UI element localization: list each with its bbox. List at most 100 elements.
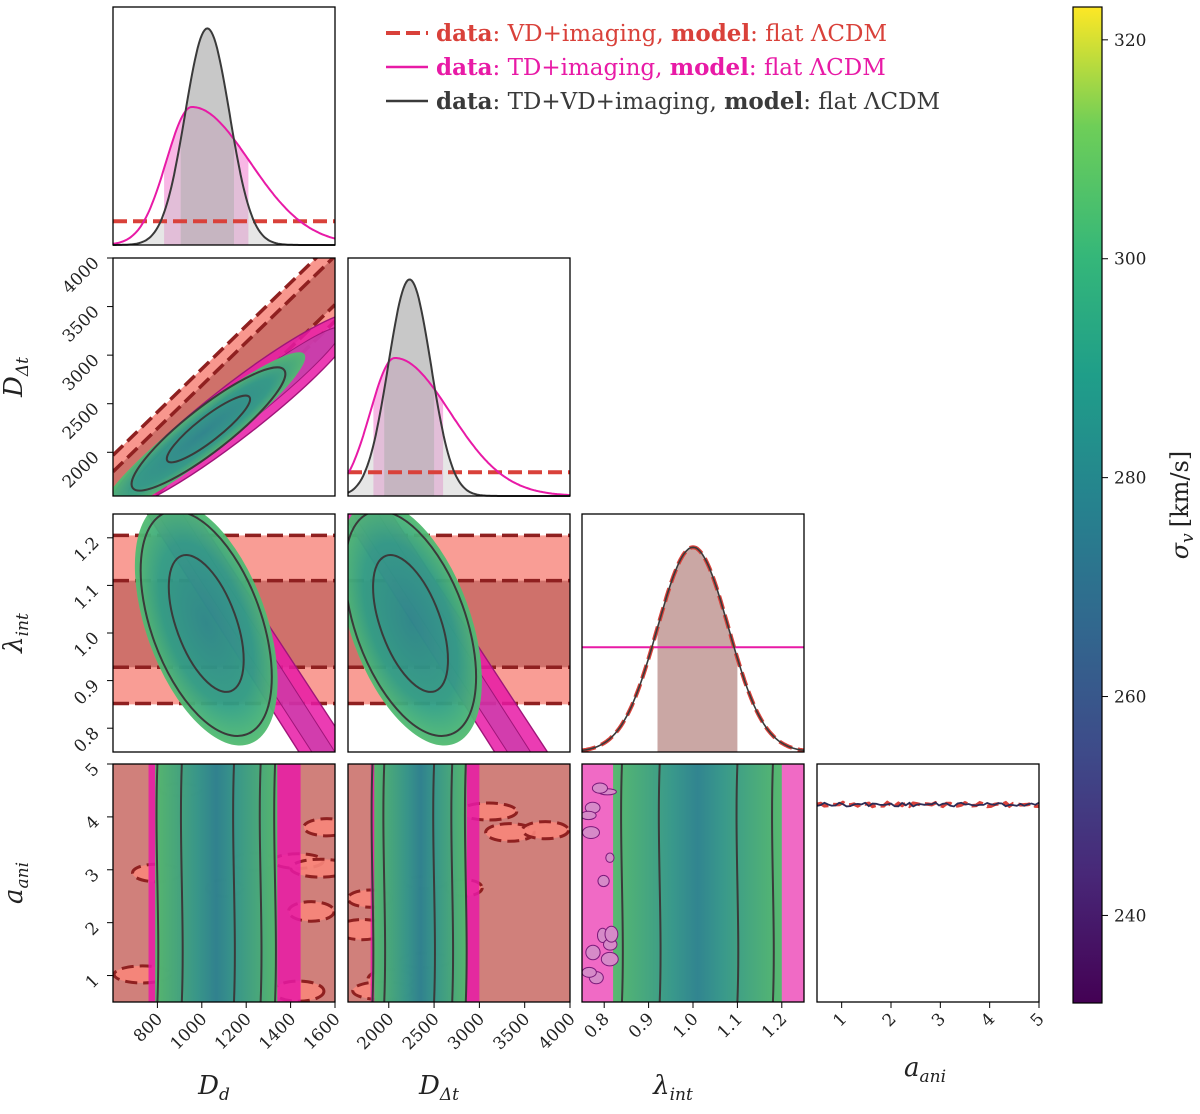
y-tick-label-D_dt: 2500: [59, 399, 104, 444]
colorbar-label-unit: [km/s]: [1166, 451, 1194, 527]
svg-text:data: VD+imaging, model: flat: data: VD+imaging, model: flat ΛCDM: [436, 20, 887, 47]
x-axis-label-lambda_int: λint: [652, 1071, 693, 1105]
joint-panel-aani-D_dt: [348, 764, 570, 1002]
x-tick-label-D_d: 1200: [211, 1009, 256, 1054]
x-tick-label-a_ani: 4: [977, 1009, 999, 1031]
vd-inner-contour-upper: [113, 258, 335, 473]
td-contour-blob: [605, 852, 615, 863]
x-axis-label-main: D: [197, 1071, 219, 1101]
colorbar-label-sub: v: [1178, 533, 1198, 543]
x-tick-label-lambda_int: 1.0: [669, 1009, 702, 1042]
legend-entry-tdvd: data: TD+VD+imaging, model: flat ΛCDM: [386, 88, 940, 115]
x-tick-label-D_d: 1400: [255, 1009, 300, 1054]
panel-frame: [816, 763, 1040, 1003]
sample-scatter-cloud: [134, 514, 278, 746]
sample-scatter-cloud: [348, 514, 482, 746]
x-tick-label-D_d: 1000: [167, 1009, 212, 1054]
x-axis-label-sub: int: [670, 1085, 693, 1105]
tdvd-outer-contour: [130, 366, 287, 492]
colorbar-tick-label: 300: [1114, 250, 1146, 270]
colorbar-label: σv [km/s]: [1166, 451, 1198, 559]
panel-frame: [347, 513, 571, 753]
x-tick-label-a_ani: 1: [829, 1009, 851, 1031]
y-axis-label-main: a: [0, 889, 29, 905]
legend-td-model-label: model: [670, 54, 749, 81]
svg-text:data: TD+imaging, model: flat: data: TD+imaging, model: flat ΛCDM: [436, 54, 886, 81]
td-posterior-line: [347, 357, 571, 497]
colorbar: 240 260 280 300 320 σv [km/s]: [1072, 6, 1198, 1004]
tdvd-posterior-fill: [113, 28, 335, 246]
x-tick-label-D_dt: 4000: [535, 1009, 580, 1054]
td-contour-blob: [597, 874, 610, 888]
y-tick-label-lambda_int: 1.0: [70, 628, 103, 661]
y-axis-label-a_ani: aani: [0, 862, 33, 904]
tdvd-outer-contour-right: [735, 764, 740, 1002]
x-axis-label-a_ani: aani: [904, 1053, 946, 1087]
colorbar-ticks: 240 260 280 300 320: [1102, 31, 1146, 926]
td-contour-left: [155, 764, 160, 1002]
legend: data: VD+imaging, model: flat ΛCDM data:…: [386, 20, 940, 115]
legend-tdvd-data-text: : TD+VD+imaging,: [493, 89, 725, 115]
svg-text:data: TD+VD+imaging, model: fl: data: TD+VD+imaging, model: flat ΛCDM: [436, 88, 940, 115]
vd-contour-blob: [520, 820, 570, 841]
y-axis-label-main: D: [0, 376, 29, 398]
tdvd-outer-contour-right: [432, 764, 436, 1002]
y-tick-label-lambda_int: 1.2: [70, 533, 103, 566]
td-contour-blob: [582, 810, 597, 821]
legend-td-data-text: : TD+imaging,: [493, 55, 670, 81]
legend-tdvd-model-text: : flat ΛCDM: [803, 89, 940, 115]
marginal-panel-D_dt: [347, 257, 571, 497]
panel-frame: [112, 257, 336, 497]
x-tick-label-a_ani: 3: [928, 1009, 950, 1031]
tdvd-credible-band: [384, 279, 435, 496]
legend-tdvd-data-label: data: [436, 88, 493, 115]
y-tick-label-lambda_int: 0.9: [70, 676, 103, 709]
panel-frame: [581, 513, 805, 753]
td-contour-blob: [591, 782, 608, 794]
joint-panel-lambda-D_d: [113, 514, 335, 752]
x-tick-label-D_d: 1600: [300, 1009, 345, 1054]
colorbar-tick-label: 280: [1114, 469, 1146, 489]
tdvd-outer-contour: [348, 514, 478, 737]
x-axis-label-sub: d: [219, 1085, 230, 1105]
y-tick-label-a_ani: 3: [82, 865, 104, 887]
y-axis-label-D_dt: DΔt: [0, 357, 33, 398]
x-tick-label-a_ani: 2: [879, 1009, 901, 1031]
vd-outer-contour-right: [771, 764, 775, 1002]
x-tick-label-D_dt: 3000: [444, 1009, 489, 1054]
y-tick-label-D_dt: 3500: [59, 302, 104, 347]
legend-vd-model-label: model: [671, 20, 750, 47]
tdvd-outer-contour-left: [657, 764, 662, 1002]
panel-frame: [112, 763, 336, 1003]
joint-panel-aani-D_d: [113, 764, 335, 1002]
joint-panel-lambda-D_dt: [348, 514, 570, 752]
y-tick-label-D_dt: 4000: [59, 253, 104, 298]
tdvd-posterior-line: [581, 546, 805, 752]
panel-frame: [112, 6, 336, 246]
x-axis-label-main: a: [904, 1053, 920, 1083]
marginal-panel-D_d: [112, 6, 336, 246]
legend-td-data-label: data: [436, 54, 493, 81]
tdvd-inner-contour-right: [258, 764, 263, 1002]
colorbar-tick-label: 240: [1114, 906, 1146, 926]
tdvd-inner-contour: [165, 394, 252, 464]
x-tick-label-D_dt: 2500: [399, 1009, 444, 1054]
x-tick-label-lambda_int: 1.2: [758, 1009, 791, 1042]
td-contour-blob: [582, 966, 597, 978]
y-tick-label-a_ani: 2: [82, 918, 104, 940]
legend-vd-model-text: : flat ΛCDM: [750, 21, 887, 47]
tdvd-outer-contour-right: [232, 764, 236, 1002]
legend-td-model-text: : flat ΛCDM: [749, 55, 886, 81]
legend-vd-data-label: data: [436, 20, 493, 47]
joint-panel-Ddt-Dd: [113, 258, 335, 496]
td-contour-blob: [600, 951, 619, 967]
y-axis-label-sub: ani: [13, 862, 33, 889]
x-axis-label-main: D: [418, 1071, 440, 1101]
x-tick-label-a_ani: 5: [1027, 1009, 1049, 1031]
y-tick-label-D_dt: 3000: [59, 351, 104, 396]
x-tick-label-D_d: 800: [130, 1009, 167, 1046]
y-axis-label-sub: int: [13, 613, 33, 636]
td-contour-left: [370, 764, 375, 1002]
tdvd-flat-line: [816, 801, 1040, 808]
